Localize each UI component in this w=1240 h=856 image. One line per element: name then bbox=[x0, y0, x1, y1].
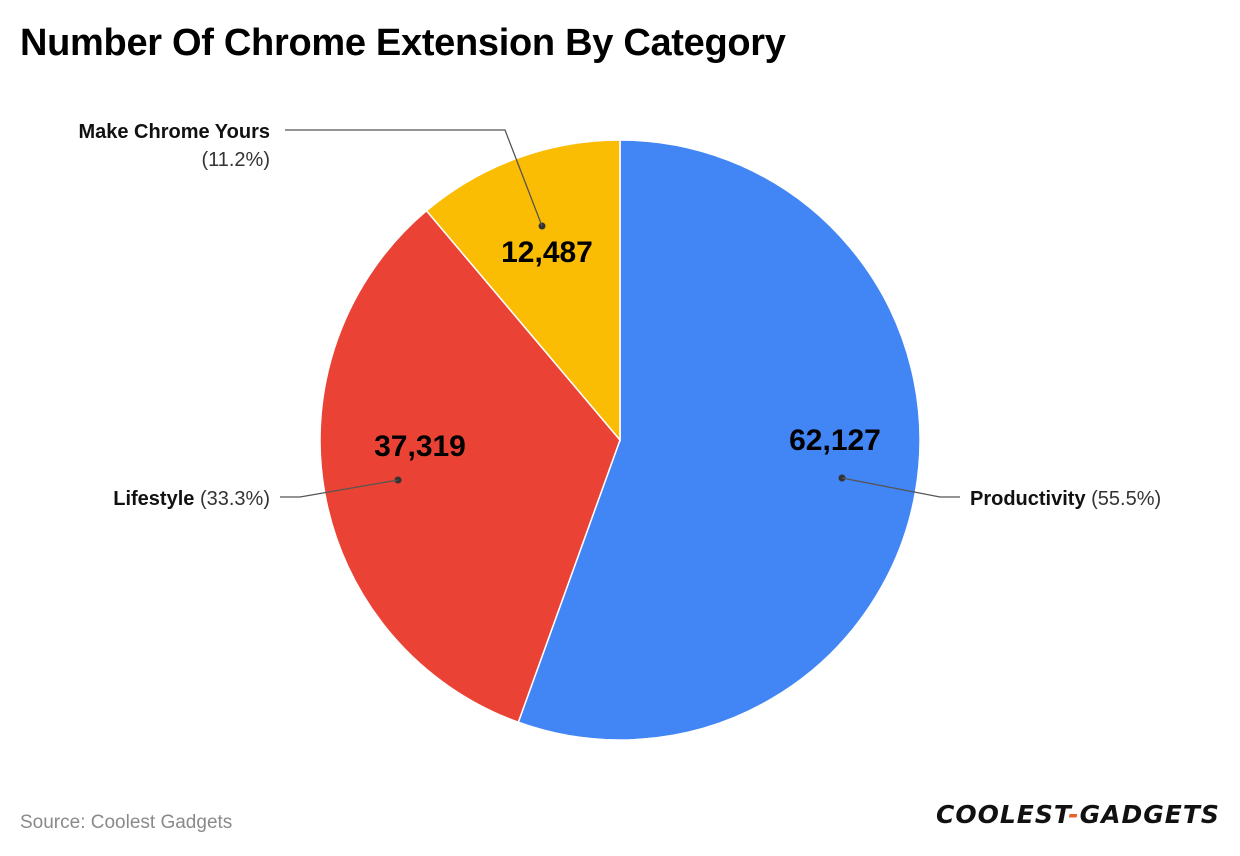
category-label-lifestyle: Lifestyle (33.3%) bbox=[113, 488, 270, 510]
leader-line-lifestyle bbox=[280, 479, 399, 498]
category-label-make-chrome-yours: Make Chrome Yours (11.2%) bbox=[78, 121, 270, 171]
source-note: Source: Coolest Gadgets bbox=[20, 812, 233, 833]
value-label-productivity: 62,127 bbox=[789, 424, 881, 457]
chart-title: Number Of Chrome Extension By Category bbox=[20, 22, 786, 64]
leader-line-make-chrome-yours bbox=[285, 129, 543, 227]
pie-slices bbox=[319, 139, 921, 741]
slice-make-chrome-yours bbox=[425, 139, 621, 443]
pie-callouts: 62,127 Productivity (55.5%) 37,319 Lifestyl… bbox=[78, 121, 1161, 510]
leader-line-productivity bbox=[841, 477, 960, 498]
value-label-make-chrome-yours: 12,487 bbox=[501, 236, 593, 269]
brand-logo: COOLEST-GADGETS bbox=[936, 800, 1220, 829]
category-label-productivity: Productivity (55.5%) bbox=[970, 488, 1161, 510]
value-label-lifestyle: 37,319 bbox=[374, 430, 466, 463]
